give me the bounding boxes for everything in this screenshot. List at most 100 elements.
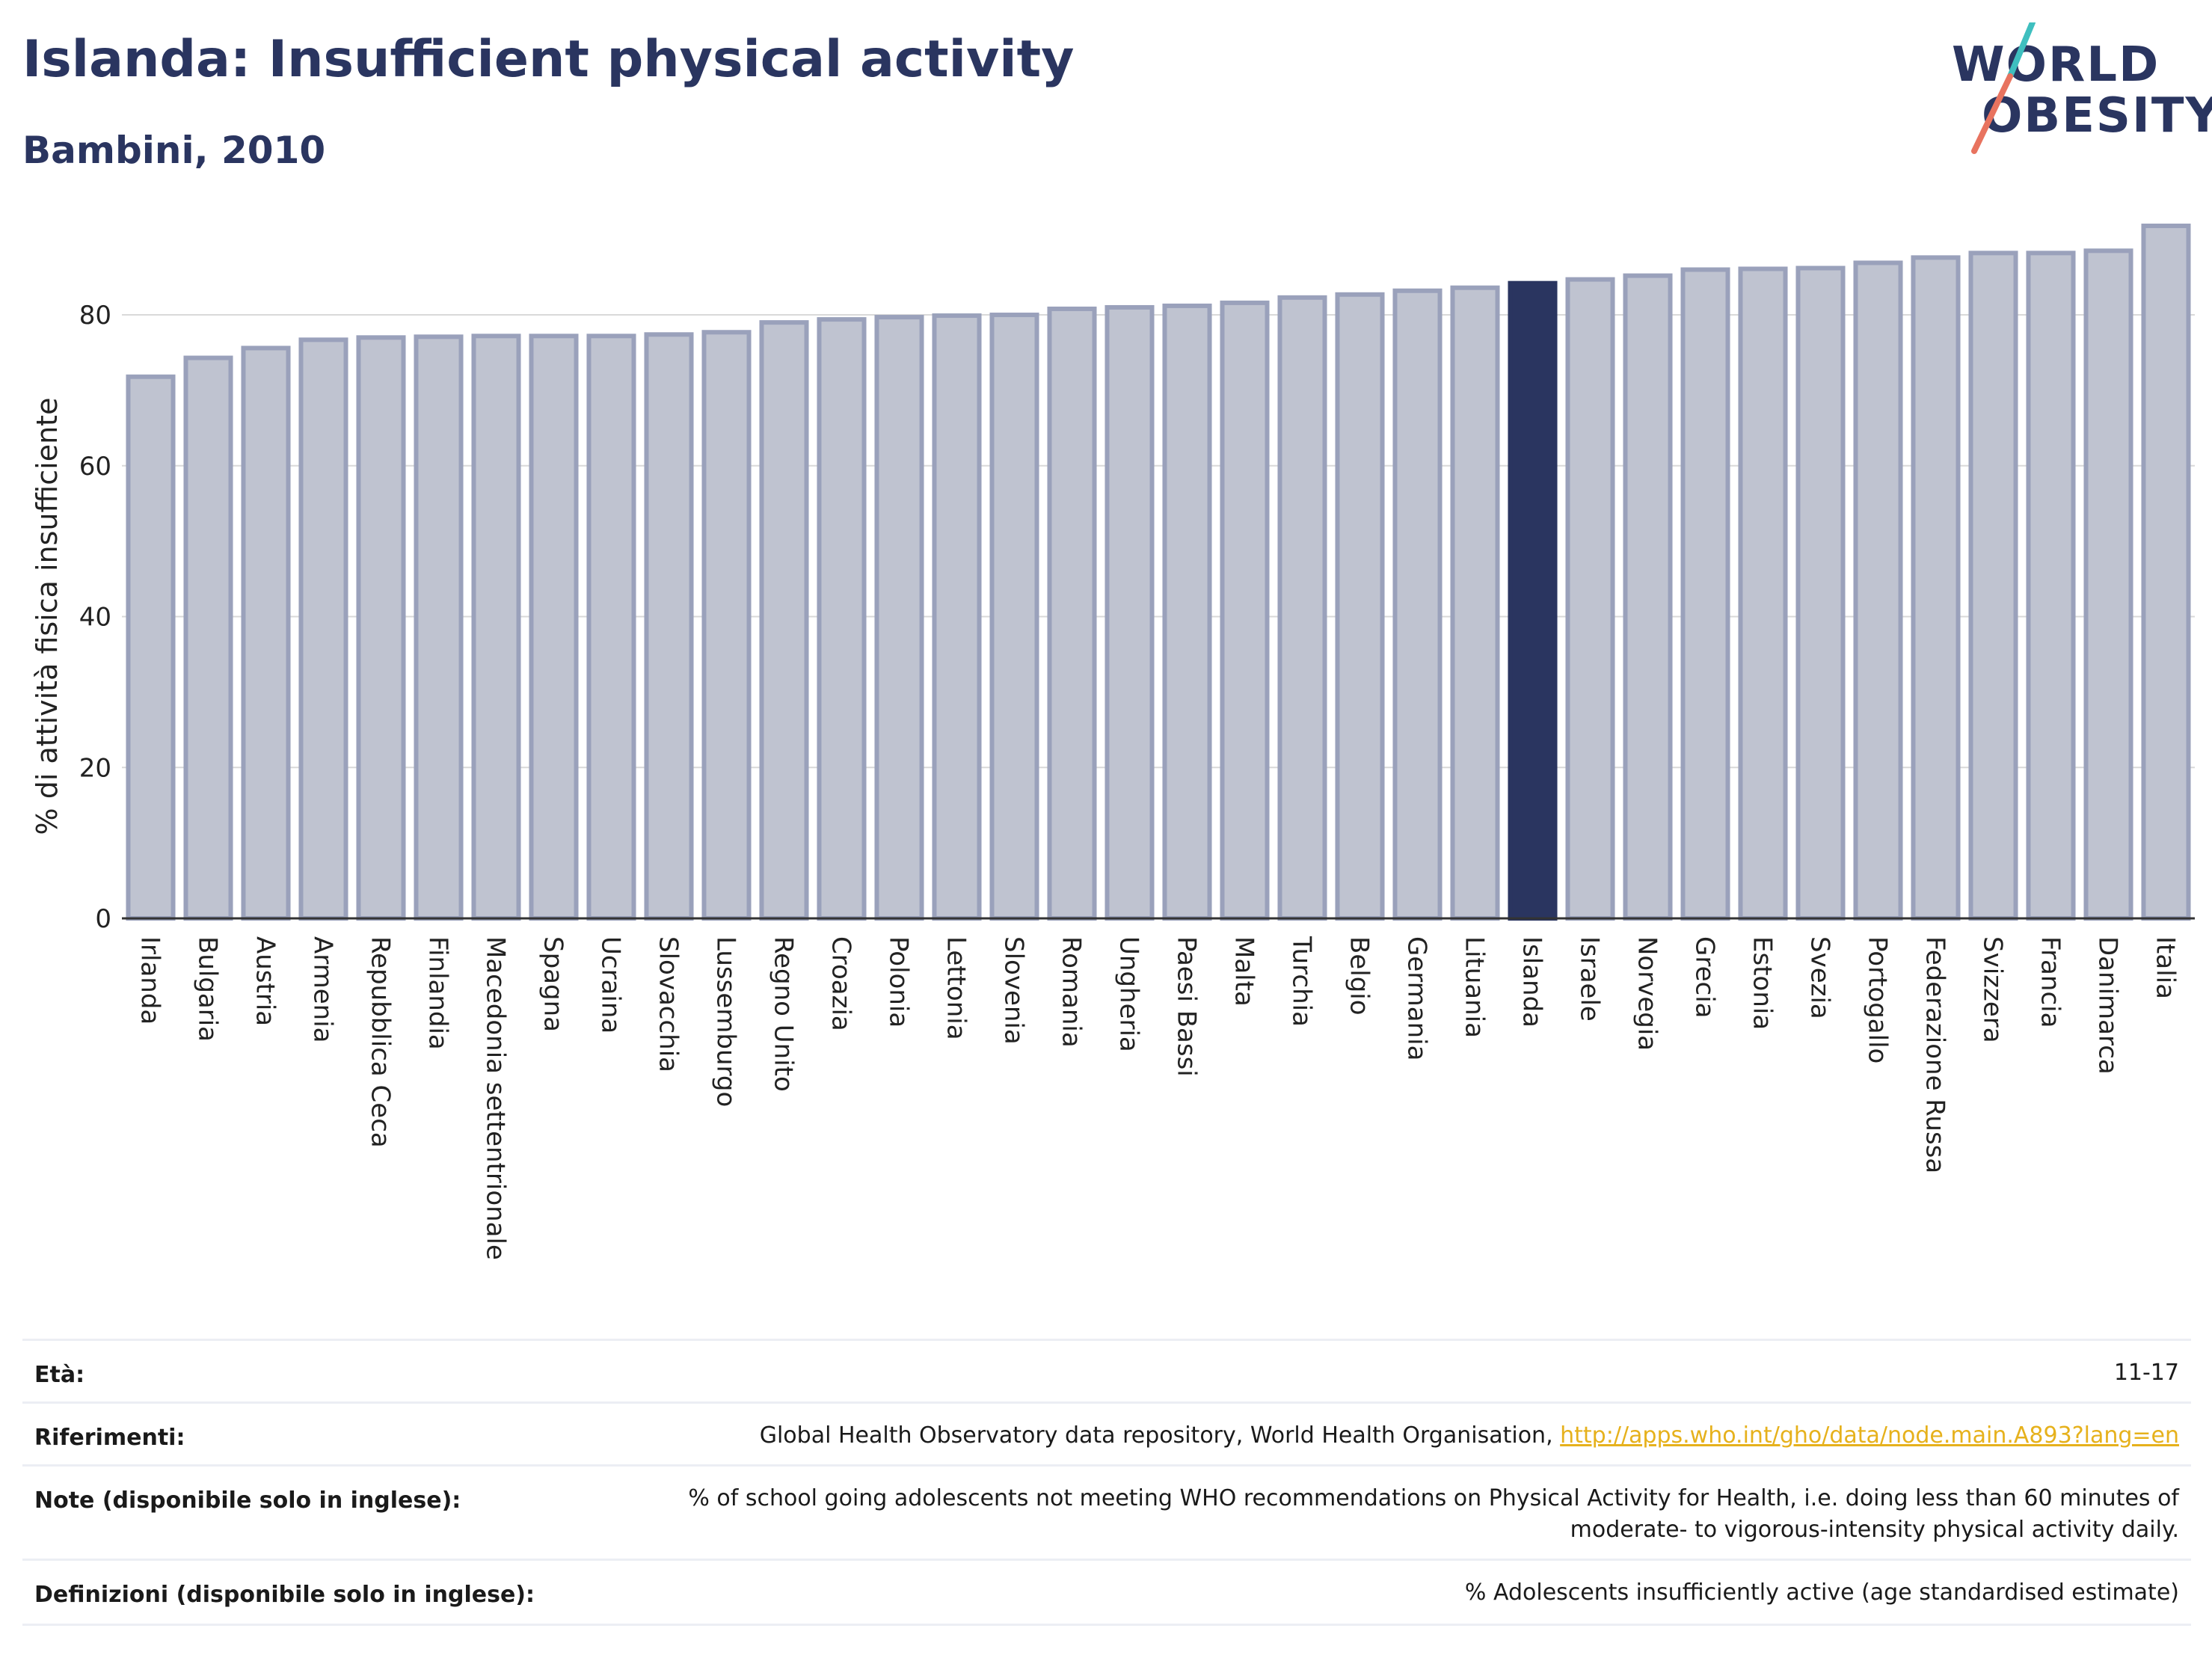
bar <box>932 313 982 921</box>
logo-line-1: WORLD <box>1952 37 2160 93</box>
footer-label: Definizioni (disponibile solo in inglese… <box>34 1582 535 1608</box>
x-tick-label: Germania <box>1402 936 1432 1060</box>
x-tick-label: Francia <box>2036 936 2065 1028</box>
bar <box>1105 304 1155 921</box>
bar <box>241 346 291 921</box>
x-tick-label: Grecia <box>1690 936 1720 1018</box>
y-tick-label: 40 <box>79 603 111 633</box>
x-tick-label: Lettonia <box>941 936 971 1040</box>
footer-value: % Adolescents insufficiently active (age… <box>1464 1579 2179 1606</box>
x-tick-label: Israele <box>1575 936 1605 1022</box>
x-tick-label: Slovenia <box>999 936 1029 1045</box>
x-tick-label: Lussemburgo <box>711 936 741 1107</box>
y-tick-labels: 0 20 40 60 80 <box>79 301 111 934</box>
bar <box>1853 260 1903 921</box>
reference-link[interactable]: http://apps.who.int/gho/data/node.main.A… <box>1560 1422 2179 1449</box>
x-tick-label: Paesi Bassi <box>1172 936 1202 1077</box>
footer-row-age: Età: 11-17 <box>22 1339 2191 1404</box>
y-tick-label: 20 <box>79 753 111 783</box>
x-tick-label: Estonia <box>1748 936 1778 1030</box>
x-tick-label: Croazia <box>826 936 856 1031</box>
footer-value: Global Health Observatory data repositor… <box>760 1420 2179 1452</box>
footer-label: Riferimenti: <box>34 1425 185 1451</box>
x-tick-label: Malta <box>1229 936 1259 1007</box>
x-tick-label: Svizzera <box>1978 936 2008 1043</box>
bar <box>2026 251 2076 921</box>
bar <box>298 337 348 921</box>
chart-title: Islanda: Insufficient physical activity <box>22 30 1075 89</box>
bar <box>1162 303 1212 921</box>
footer-value: 11-17 <box>2113 1360 2179 1386</box>
x-tick-label: Norvegia <box>1632 936 1662 1051</box>
footer-row-references: Riferimenti: Global Health Observatory d… <box>22 1401 2191 1467</box>
x-tick-label: Austria <box>251 936 280 1026</box>
y-tick-label: 60 <box>79 452 111 482</box>
bar <box>2083 248 2133 921</box>
x-tick-label: Belgio <box>1345 936 1374 1016</box>
bar <box>1795 265 1846 921</box>
x-tick-label: Federazione Russa <box>1920 936 1950 1173</box>
x-tick-label: Svezia <box>1805 936 1835 1019</box>
bar <box>2141 224 2191 921</box>
bar <box>1738 266 1788 921</box>
bar-highlighted <box>1508 280 1558 921</box>
bar <box>414 334 464 921</box>
bar <box>1911 255 1961 921</box>
bar <box>644 332 694 921</box>
y-tick-label: 0 <box>95 904 111 934</box>
bar <box>1047 306 1097 921</box>
x-tick-label: Armenia <box>308 936 338 1043</box>
x-tick-label: Spagna <box>538 936 568 1032</box>
x-tick-label: Italia <box>2151 936 2181 999</box>
bar-chart: 0 20 40 60 80 Irlanda Bulgaria Austria Armenia R… <box>31 224 2195 1260</box>
y-tick-label: 80 <box>79 301 111 331</box>
footer-row-notes: Note (disponibile solo in inglese): % of… <box>22 1464 2191 1561</box>
chart-subtitle: Bambini, 2010 <box>22 129 326 172</box>
x-tick-label: Danimarca <box>2093 936 2123 1075</box>
x-tick-labels: Irlanda Bulgaria Austria Armenia Repubblica … <box>135 936 2181 1260</box>
bar <box>1277 295 1327 921</box>
logo-line-2: OBESITY <box>1982 88 2212 144</box>
bar <box>759 320 809 921</box>
bar <box>126 374 176 921</box>
x-tick-label: Bulgaria <box>193 936 223 1042</box>
bar <box>1335 292 1385 921</box>
x-tick-label: Slovacchia <box>654 936 683 1072</box>
bar <box>586 334 636 921</box>
logo-slash-icon <box>1971 22 2036 154</box>
x-tick-label: Portogallo <box>1863 936 1893 1063</box>
bar <box>817 317 867 921</box>
x-tick-label: Ucraina <box>596 936 626 1034</box>
bar <box>1968 251 2018 921</box>
x-tick-label: Romania <box>1057 936 1087 1048</box>
footer-label: Note (disponibile solo in inglese): <box>34 1487 461 1514</box>
footer-row-definitions: Definizioni (disponibile solo in inglese… <box>22 1559 2191 1626</box>
bar <box>1220 300 1270 921</box>
x-tick-label: Finlandia <box>423 936 453 1050</box>
x-tick-label: Irlanda <box>135 936 165 1025</box>
bar <box>471 334 521 921</box>
x-tick-label: Ungheria <box>1114 936 1144 1052</box>
footer-label: Età: <box>34 1362 85 1388</box>
reference-text: Global Health Observatory data repositor… <box>759 1422 1561 1449</box>
x-tick-label: Islanda <box>1517 936 1547 1028</box>
bar <box>356 335 406 921</box>
bar <box>989 313 1039 921</box>
bars <box>126 224 2191 921</box>
y-axis-label: % di attività fisica insufficiente <box>31 398 64 835</box>
bar <box>701 330 752 921</box>
bar <box>183 355 233 921</box>
x-tick-label: Macedonia settentrionale <box>481 936 511 1260</box>
world-obesity-logo: WORLD OBESITY <box>1952 22 2212 165</box>
bar <box>1450 285 1500 921</box>
bar <box>874 315 924 921</box>
x-tick-label: Repubblica Ceca <box>366 936 396 1148</box>
footer-value: % of school going adolescents not meetin… <box>688 1485 2179 1543</box>
x-tick-label: Regno Unito <box>769 936 799 1092</box>
grid-lines <box>122 314 2195 769</box>
x-tick-label: Polonia <box>884 936 914 1028</box>
bar <box>529 334 579 921</box>
bar <box>1680 267 1730 921</box>
x-tick-label: Turchia <box>1287 936 1317 1027</box>
bar <box>1565 277 1615 921</box>
